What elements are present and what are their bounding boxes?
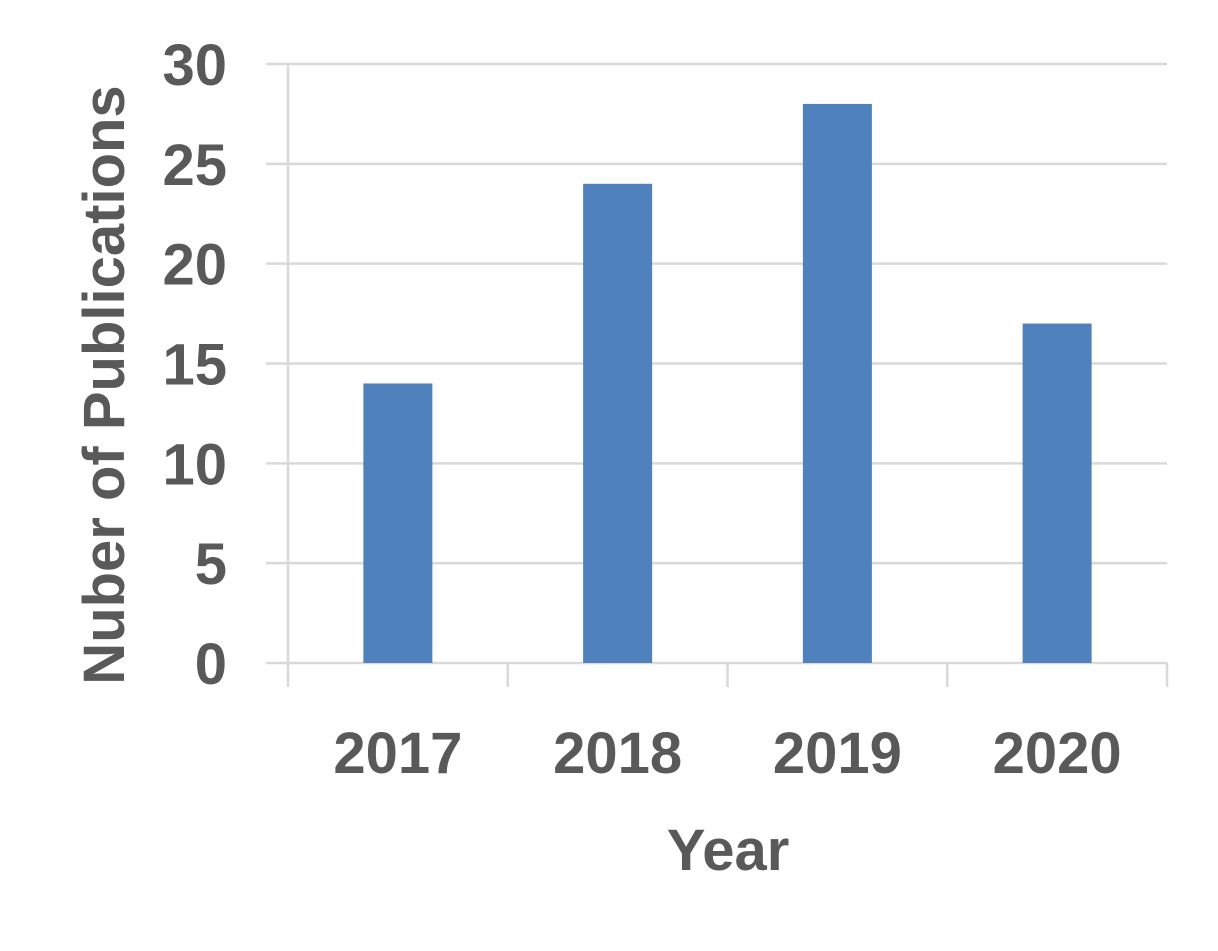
bar-2018 [583,183,653,664]
axes [266,62,1169,687]
y-tick-label: 30 [162,33,227,98]
y-tick-label: 25 [162,133,227,198]
y-tick-label: 15 [162,333,227,398]
y-tick-label: 0 [195,632,227,697]
x-tick-label: 2019 [773,721,902,786]
bar-2020 [1022,323,1092,663]
gridlines [288,62,1167,565]
bars [363,103,1092,664]
x-tick-label: 2020 [993,721,1122,786]
bar-2019 [802,103,872,663]
x-axis-title: Year [667,818,790,883]
bar-2017 [363,383,433,663]
x-tick-label: 2017 [333,721,462,786]
y-tick-label: 10 [162,432,227,497]
y-tick-labels: 0 5 10 15 20 25 30 [162,33,227,697]
y-axis-title: Nuber of Publications [72,85,137,684]
x-tick-labels: 2017 2018 2019 2020 [333,721,1121,786]
y-tick-label: 5 [195,532,227,597]
y-tick-label: 20 [162,233,227,298]
x-tick-label: 2018 [553,721,682,786]
